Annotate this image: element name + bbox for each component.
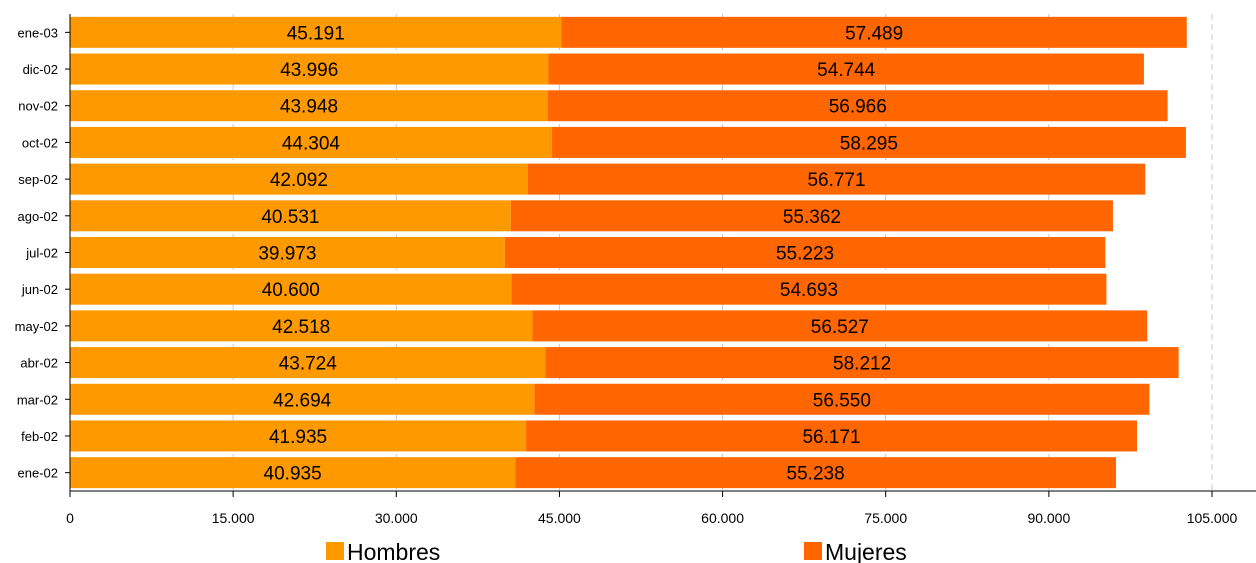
bar-hombres-ene-02 (70, 457, 516, 489)
x-tick-label: 105.000 (1187, 510, 1238, 526)
data-label: 58.212 (833, 354, 891, 375)
bar-mujeres-oct-02 (551, 126, 1186, 158)
bar-hombres-jun-02 (70, 273, 512, 305)
x-tick-label: 15.000 (212, 510, 255, 526)
bar-mujeres-jul-02 (504, 237, 1106, 268)
data-label: 56.527 (811, 317, 869, 338)
category-label: dic-02 (23, 62, 58, 77)
bar-mujeres-jun-02 (511, 273, 1107, 305)
data-label: 56.771 (807, 170, 865, 191)
data-label: 54.744 (817, 60, 876, 81)
data-label: 45.191 (287, 23, 345, 44)
category-label: oct-02 (22, 135, 58, 150)
data-label: 41.935 (269, 427, 327, 448)
bar-mujeres-mar-02 (534, 383, 1150, 415)
data-label: 40.600 (262, 280, 320, 301)
bar-hombres-oct-02 (70, 126, 552, 158)
data-label: 55.223 (776, 244, 834, 265)
category-label: abr-02 (20, 356, 58, 371)
category-label: jul-02 (25, 246, 58, 261)
bar-hombres-dic-02 (70, 53, 549, 85)
category-label: ago-02 (18, 209, 58, 224)
data-label: 39.973 (258, 244, 316, 265)
x-tick-label: 45.000 (538, 510, 581, 526)
bar-hombres-feb-02 (70, 420, 527, 452)
bar-mujeres-dic-02 (548, 53, 1144, 85)
legend-swatch-hombres (326, 542, 344, 560)
data-label: 42.694 (273, 390, 332, 411)
bar-mujeres-may-02 (532, 310, 1148, 342)
bar-hombres-ago-02 (70, 200, 511, 232)
category-label: feb-02 (21, 429, 58, 444)
data-label: 55.238 (787, 464, 845, 485)
data-label: 56.550 (813, 390, 871, 411)
data-label: 40.531 (261, 207, 319, 228)
bar-mujeres-ago-02 (510, 200, 1113, 232)
bar-hombres-ene-03 (70, 16, 562, 48)
data-label: 58.295 (840, 133, 898, 154)
category-label: mar-02 (17, 392, 58, 407)
bar-hombres-sep-02 (70, 163, 528, 195)
x-tick-label: 90.000 (1027, 510, 1070, 526)
bar-mujeres-nov-02 (547, 90, 1168, 122)
data-label: 43.948 (280, 97, 338, 118)
category-label: nov-02 (18, 99, 58, 114)
bar-hombres-abr-02 (70, 347, 546, 379)
data-label: 54.693 (780, 280, 838, 301)
category-label: jun-02 (21, 282, 58, 297)
bar-hombres-may-02 (70, 310, 533, 342)
x-tick-label: 30.000 (375, 510, 418, 526)
category-label: may-02 (15, 319, 58, 334)
category-label: ene-03 (18, 25, 58, 40)
bar-hombres-jul-02 (70, 237, 505, 268)
data-label: 43.996 (280, 60, 338, 81)
legend-label-mujeres: Mujeres (825, 539, 907, 563)
data-label: 42.518 (272, 317, 330, 338)
legend: Hombres Mujeres (326, 539, 907, 563)
bar-mujeres-sep-02 (527, 163, 1146, 195)
bars: 45.191 57.489 43.996 54.744 43.948 56.966 44.3… (70, 16, 1187, 489)
legend-swatch-mujeres (804, 542, 822, 560)
bar-hombres-nov-02 (70, 90, 548, 122)
category-label: ene-02 (18, 466, 58, 481)
bar-mujeres-abr-02 (545, 347, 1179, 379)
data-label: 40.935 (264, 464, 322, 485)
bar-mujeres-ene-03 (561, 16, 1187, 48)
data-label: 56.171 (802, 427, 860, 448)
data-label: 42.092 (270, 170, 328, 191)
legend-label-hombres: Hombres (347, 539, 440, 563)
bar-hombres-mar-02 (70, 383, 535, 415)
x-tick-label: 0 (66, 510, 74, 526)
data-label: 44.304 (282, 133, 341, 154)
bar-mujeres-feb-02 (526, 420, 1138, 452)
data-label: 57.489 (845, 23, 903, 44)
data-label: 56.966 (829, 97, 887, 118)
x-tick-label: 60.000 (701, 510, 744, 526)
data-label: 43.724 (279, 354, 338, 375)
bar-mujeres-ene-02 (515, 457, 1116, 489)
x-tick-label: 75.000 (864, 510, 907, 526)
data-label: 55.362 (783, 207, 841, 228)
category-label: sep-02 (18, 172, 58, 187)
axes: ene-03 dic-02 nov-02 oct-02 sep-02 ago-02 jul-… (15, 14, 1256, 526)
